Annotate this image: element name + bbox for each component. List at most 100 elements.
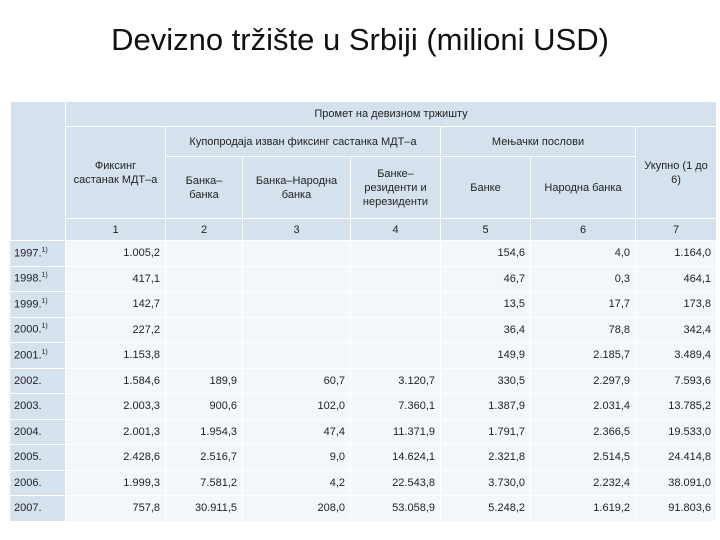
value-cell: 7.581,2: [165, 469, 243, 496]
year-label: 2003.: [14, 400, 42, 413]
value-cell: 1.387,9: [440, 393, 531, 420]
value-cell: 189,9: [165, 367, 243, 394]
value-cell: 5.248,2: [440, 495, 531, 522]
header-cell: Купопродаја изван фиксинг састанка МДТ–а: [165, 126, 441, 157]
table-row: 2004. 2.001,3 1.954,3 47,4 11.371,9 1.791,7 2.…: [10, 418, 718, 445]
value-cell: 78,8: [530, 316, 636, 343]
table-row: 2007. 757,8 30.911,5 208,0 53.058,9 5.248,2 1.…: [10, 495, 718, 522]
slide-title: Devizno tržište u Srbiji (milioni USD): [111, 22, 609, 57]
footnote-mark: 1): [41, 348, 48, 356]
value-cell: 2.001,3: [65, 418, 166, 445]
value-cell: 19.533,0: [634, 418, 718, 445]
year-cell: 2006.: [10, 469, 66, 496]
header-cell: Фиксинг састанак МДТ–а: [65, 126, 166, 219]
year-label: 2001.: [14, 349, 42, 362]
column-number: 6: [530, 218, 636, 241]
column-number: 5: [440, 218, 531, 241]
value-cell: 464,1: [634, 265, 718, 292]
table-row: 2003. 2.003,3 900,6 102,0 7.360,1 1.387,9 2.03…: [10, 393, 718, 420]
table-row: 1997.1) 1.005,2 154,6 4,0 1.164,0: [10, 240, 718, 267]
year-label: 2004.: [14, 425, 42, 438]
value-cell: 30.911,5: [165, 495, 243, 522]
footnote-mark: 1): [41, 272, 48, 280]
value-cell: 2.514,5: [530, 444, 636, 471]
value-cell: 1.164,0: [634, 240, 718, 267]
value-cell: 11.371,9: [350, 418, 441, 445]
column-number: 4: [350, 218, 441, 241]
value-cell: 53.058,9: [350, 495, 441, 522]
value-cell: 1.999,3: [65, 469, 166, 496]
value-cell: 3.489,4: [634, 342, 718, 369]
value-cell: 38.091,0: [634, 469, 718, 496]
year-cell: 1999.1): [10, 291, 66, 318]
value-cell: 14.624,1: [350, 444, 441, 471]
header-cell: Банка–Народна банка: [242, 156, 351, 219]
year-label: 2005.: [14, 451, 42, 464]
value-cell: 142,7: [65, 291, 166, 318]
value-cell: 417,1: [65, 265, 166, 292]
header-cell: Промет на девизном тржишту: [64, 101, 718, 127]
value-cell: [350, 240, 441, 267]
table-row: 2000.1) 227,2 36,4 78,8 342,4: [10, 316, 718, 343]
value-cell: 0,3: [530, 265, 636, 292]
value-cell: [165, 342, 243, 369]
header-cell: Банке–резиденти и нерезиденти: [350, 156, 441, 219]
value-cell: [165, 291, 243, 318]
value-cell: [165, 316, 243, 343]
value-cell: [242, 265, 351, 292]
value-cell: [242, 342, 351, 369]
value-cell: 102,0: [242, 393, 351, 420]
year-label: 2000.: [14, 324, 42, 337]
year-cell: 1997.1): [10, 240, 66, 267]
year-cell: 2001.1): [10, 342, 66, 369]
value-cell: 2.031,4: [530, 393, 636, 420]
value-cell: 2.297,9: [530, 367, 636, 394]
header-cell: Народна банка: [530, 156, 636, 219]
value-cell: 1.791,7: [440, 418, 531, 445]
header-cell: Мењачки послови: [440, 126, 636, 157]
year-label: 2006.: [14, 476, 42, 489]
value-cell: 227,2: [65, 316, 166, 343]
value-cell: 900,6: [165, 393, 243, 420]
header-cell: Банка–банка: [165, 156, 243, 219]
value-cell: 46,7: [440, 265, 531, 292]
value-cell: 17,7: [530, 291, 636, 318]
value-cell: [242, 316, 351, 343]
table-row: 2005. 2.428,6 2.516,7 9,0 14.624,1 2.321,8 2.5…: [10, 444, 718, 471]
value-cell: 757,8: [65, 495, 166, 522]
value-cell: 91.803,6: [634, 495, 718, 522]
value-cell: 2.366,5: [530, 418, 636, 445]
year-cell: 1998.1): [10, 265, 66, 292]
value-cell: 1.584,6: [65, 367, 166, 394]
value-cell: 4,0: [530, 240, 636, 267]
value-cell: 2.232,4: [530, 469, 636, 496]
value-cell: 149,9: [440, 342, 531, 369]
table-body: 1997.1) 1.005,2 154,6 4,0 1.164,0 1998.1) 417,…: [10, 240, 718, 522]
value-cell: [242, 240, 351, 267]
year-cell: 2007.: [10, 495, 66, 522]
value-cell: [350, 291, 441, 318]
column-number: 7: [634, 218, 718, 241]
value-cell: 342,4: [634, 316, 718, 343]
footnote-mark: 1): [41, 297, 48, 305]
value-cell: 3.120,7: [350, 367, 441, 394]
value-cell: 1.619,2: [530, 495, 636, 522]
year-label: 1999.: [14, 298, 42, 311]
column-number: 2: [165, 218, 243, 241]
value-cell: 47,4: [242, 418, 351, 445]
value-cell: 13.785,2: [634, 393, 718, 420]
value-cell: 3.730,0: [440, 469, 531, 496]
year-label: 2002.: [14, 374, 42, 387]
value-cell: 36,4: [440, 316, 531, 343]
value-cell: 22.543,8: [350, 469, 441, 496]
year-label: 2007.: [14, 502, 42, 515]
value-cell: 2.185,7: [530, 342, 636, 369]
value-cell: 1.153,8: [65, 342, 166, 369]
corner-cell: [10, 101, 66, 241]
value-cell: [350, 265, 441, 292]
header-cell: Банке: [440, 156, 531, 219]
value-cell: 208,0: [242, 495, 351, 522]
value-cell: 4,2: [242, 469, 351, 496]
table-row: 2001.1) 1.153,8 149,9 2.185,7 3.489,4: [10, 342, 718, 369]
